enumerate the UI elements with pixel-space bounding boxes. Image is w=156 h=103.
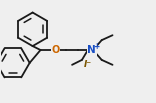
Text: I⁻: I⁻ xyxy=(84,60,92,69)
Text: +: + xyxy=(93,42,99,51)
Text: O: O xyxy=(51,45,59,55)
Text: N: N xyxy=(87,45,96,55)
